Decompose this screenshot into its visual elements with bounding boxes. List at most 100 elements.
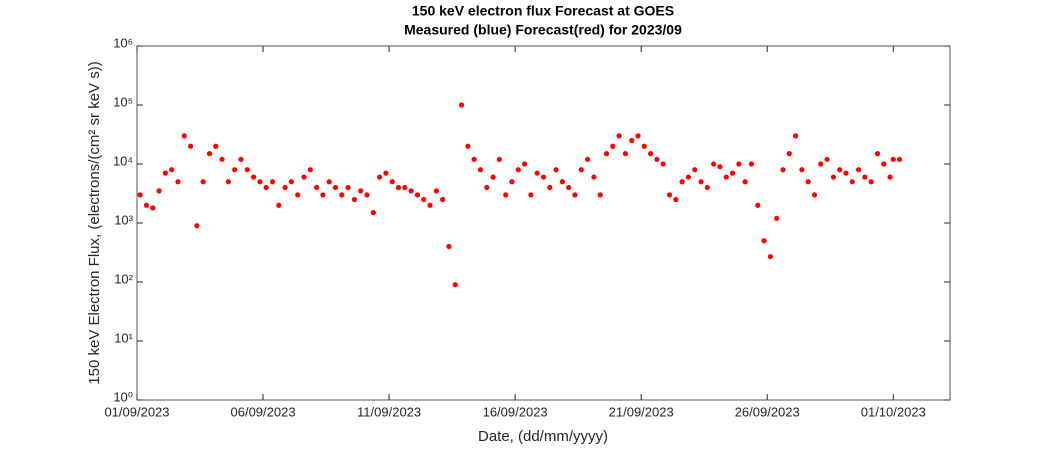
point (887, 174, 893, 180)
point (414, 192, 421, 198)
point (452, 282, 458, 288)
point (774, 215, 780, 221)
point (811, 192, 818, 198)
point (792, 133, 799, 139)
point (282, 184, 288, 191)
point (679, 179, 685, 185)
point (597, 192, 603, 198)
point (585, 156, 591, 162)
point (843, 170, 849, 176)
point (314, 184, 320, 191)
x-axis-label: Date, (dd/mm/yyyy) (478, 428, 608, 445)
point (685, 174, 692, 180)
point (395, 184, 402, 191)
point (238, 156, 244, 162)
point (591, 174, 597, 180)
x-tick-label: 11/09/2023 (357, 404, 421, 419)
point (137, 192, 143, 198)
chart-title: 150 keV electron flux Forecast at GOES (412, 3, 674, 19)
point (540, 174, 547, 180)
chart-subtitle: Measured (blue) Forecast(red) for 2023/0… (404, 22, 682, 38)
point (515, 167, 521, 173)
x-tick-label: 16/09/2023 (483, 404, 548, 419)
point (509, 179, 515, 185)
point (307, 167, 313, 173)
point (250, 174, 257, 180)
point (427, 202, 433, 208)
point (471, 156, 477, 162)
point (364, 192, 370, 198)
point (389, 179, 395, 185)
point (421, 196, 427, 203)
point (742, 179, 748, 185)
point (578, 167, 584, 173)
point (736, 161, 742, 167)
point (175, 179, 181, 185)
point (890, 156, 896, 162)
point (868, 179, 874, 185)
point (874, 151, 881, 157)
point (660, 161, 666, 167)
point (856, 167, 862, 173)
point (383, 170, 389, 176)
point (553, 167, 559, 173)
point (818, 161, 824, 167)
point (332, 184, 339, 191)
point (824, 156, 830, 162)
x-tick-label: 06/09/2023 (231, 404, 296, 419)
point (572, 192, 578, 198)
x-tick-label: 01/09/2023 (104, 404, 169, 419)
x-tick-label: 21/09/2023 (609, 404, 674, 419)
point (465, 143, 471, 149)
y-tick-label: 10⁴ (113, 153, 133, 168)
point (358, 188, 364, 194)
point (232, 167, 238, 173)
point (339, 192, 345, 198)
point (521, 161, 528, 167)
point (622, 151, 629, 157)
point (402, 184, 408, 191)
point (408, 188, 414, 194)
point (896, 156, 903, 162)
y-tick-label: 10⁰ (113, 389, 133, 404)
point (559, 179, 566, 185)
point (156, 188, 162, 194)
point (641, 143, 647, 149)
point (320, 192, 326, 198)
point (635, 133, 641, 139)
point (213, 143, 219, 149)
x-tick-label: 26/09/2023 (735, 404, 800, 419)
point (780, 167, 786, 173)
y-tick-label: 10¹ (114, 330, 133, 345)
point (666, 192, 673, 198)
point (799, 167, 805, 173)
point (269, 179, 276, 185)
point (162, 170, 168, 176)
point (263, 184, 269, 191)
point (295, 192, 301, 198)
point (704, 184, 710, 191)
point (755, 202, 761, 208)
point (440, 196, 446, 203)
point (150, 205, 156, 211)
point (484, 184, 490, 191)
point (446, 243, 452, 250)
point (496, 156, 502, 162)
point (206, 151, 213, 157)
point (698, 179, 704, 185)
x-tick-label: 01/10/2023 (861, 404, 926, 419)
point (648, 151, 654, 157)
point (276, 202, 282, 208)
point (326, 179, 332, 185)
point (711, 161, 717, 167)
point (169, 167, 175, 173)
point (723, 174, 729, 180)
point (301, 174, 307, 180)
point (200, 179, 206, 185)
point (377, 174, 383, 180)
point (748, 161, 755, 167)
point (654, 156, 660, 162)
point (566, 184, 572, 191)
